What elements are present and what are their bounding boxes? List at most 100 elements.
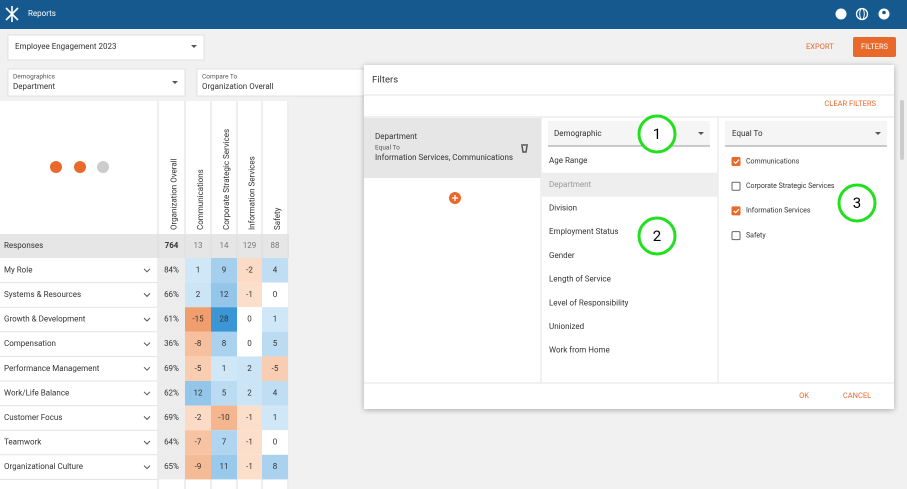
- expand-chevron[interactable]: [143, 440, 151, 445]
- clear-filters[interactable]: CLEAR FILTERS: [824, 99, 876, 108]
- checkbox[interactable]: [731, 157, 741, 166]
- reset-icon[interactable]: [50, 161, 62, 173]
- overall-score: 69%: [164, 413, 179, 422]
- heat-cell: [237, 331, 262, 357]
- field-select-text: Demographic: [554, 129, 602, 138]
- field-option[interactable]: Gender: [549, 251, 575, 260]
- filters-button-text: FILTERS: [861, 42, 889, 51]
- heat-cell: [262, 381, 288, 406]
- heat-cell: [211, 282, 237, 308]
- row-label[interactable]: Performance Management: [4, 364, 100, 373]
- applied-filter[interactable]: [364, 118, 541, 178]
- heat-cell: [185, 430, 211, 455]
- field-option[interactable]: Department: [549, 180, 592, 189]
- expand-chevron[interactable]: [143, 366, 151, 371]
- overall-cell-bg: [158, 381, 185, 406]
- filters-button[interactable]: [853, 37, 896, 57]
- demographics-value: Department: [13, 82, 56, 91]
- heat-cell: [237, 258, 262, 283]
- heat-value: 0: [247, 315, 252, 324]
- field-option[interactable]: Age Range: [549, 156, 587, 165]
- heat-value: -8: [195, 339, 202, 348]
- account-icon-head: [882, 10, 886, 15]
- operator-select[interactable]: [725, 121, 887, 146]
- expand-chevron[interactable]: [143, 342, 151, 347]
- field-option[interactable]: Length of Service: [549, 275, 611, 284]
- applied-filter-values: Information Services, Communications: [375, 153, 513, 162]
- field-option[interactable]: Division: [549, 204, 577, 213]
- heat-cell: [262, 356, 288, 381]
- heat-value: 2: [247, 388, 252, 397]
- heat-value: -5: [195, 364, 202, 373]
- heat-value: 0: [273, 290, 278, 299]
- row-label[interactable]: Growth & Development: [4, 315, 86, 324]
- heat-value: 8: [222, 339, 227, 348]
- expand-chevron[interactable]: [143, 416, 151, 421]
- row-label[interactable]: Organizational Culture: [4, 462, 83, 471]
- heat-cell: [185, 454, 211, 480]
- cancel-button[interactable]: CANCEL: [843, 391, 871, 400]
- row-label[interactable]: Compensation: [4, 339, 56, 348]
- row-label[interactable]: My Role: [4, 265, 32, 274]
- expand-chevron[interactable]: [143, 293, 151, 298]
- overall-cell-bg: [158, 356, 185, 381]
- heat-value: 2: [247, 364, 252, 373]
- expand-chevron[interactable]: [143, 268, 151, 273]
- field-option[interactable]: Work from Home: [549, 346, 610, 355]
- option-label: Corporate Strategic Services: [746, 182, 835, 190]
- row-label[interactable]: Teamwork: [4, 438, 42, 447]
- heat-cell: [237, 430, 262, 455]
- heat-cell: [211, 331, 237, 357]
- heat-value: -1: [246, 438, 253, 447]
- checkmark: [733, 159, 740, 165]
- compare-value: Organization Overall: [202, 82, 274, 91]
- field-option[interactable]: Unionized: [549, 322, 584, 331]
- expand-chevron[interactable]: [143, 317, 151, 322]
- field-option[interactable]: Level of Responsibility: [549, 298, 629, 307]
- add-icon[interactable]: [97, 161, 109, 173]
- heat-cell: [262, 405, 288, 431]
- field-option[interactable]: Employment Status: [549, 227, 618, 236]
- export-icon[interactable]: [74, 161, 86, 173]
- expand-chevron[interactable]: [143, 391, 151, 396]
- heat-value: 28: [220, 315, 229, 324]
- app-title: Reports: [28, 9, 56, 18]
- option-label: Safety: [746, 231, 766, 239]
- heat-cell: [237, 307, 262, 332]
- delete-icon[interactable]: [521, 144, 528, 153]
- dropdown-arrow: [191, 45, 197, 48]
- heat-value: 8: [273, 462, 278, 471]
- column-header: Information Services: [248, 156, 257, 230]
- demographics-select[interactable]: [7, 68, 186, 97]
- heat-cell: [237, 454, 262, 480]
- applied-filter-operator: Equal To: [375, 144, 400, 152]
- top-bar: [0, 0, 907, 29]
- row-label[interactable]: Systems & Resources: [4, 290, 81, 299]
- heat-value: -1: [246, 462, 253, 471]
- survey-select[interactable]: [7, 34, 205, 61]
- heat-cell: [237, 356, 262, 381]
- heat-cell: [262, 307, 288, 332]
- heat-value: 1: [196, 265, 201, 274]
- row-label[interactable]: Customer Focus: [4, 413, 62, 422]
- help-icon[interactable]: [835, 8, 847, 20]
- export-button[interactable]: EXPORT: [806, 42, 834, 51]
- expand-chevron[interactable]: [143, 465, 151, 470]
- compare-select[interactable]: [196, 68, 366, 97]
- heat-cell: [237, 381, 262, 406]
- checkbox[interactable]: [731, 206, 741, 216]
- annotation-number: 2: [653, 227, 661, 245]
- heat-cell: [211, 258, 237, 283]
- ok-button[interactable]: OK: [799, 391, 809, 400]
- survey-select-text: Employee Engagement 2023: [15, 42, 117, 51]
- responses-count: 13: [194, 241, 203, 250]
- checkbox[interactable]: [731, 181, 741, 191]
- heat-cell: [211, 405, 237, 431]
- heat-cell: [262, 454, 288, 480]
- row-label[interactable]: Work/Life Balance: [4, 388, 69, 397]
- checkbox[interactable]: [731, 231, 741, 241]
- field-select[interactable]: [548, 121, 710, 146]
- heat-value: -15: [192, 315, 204, 324]
- heat-value: -1: [246, 290, 253, 299]
